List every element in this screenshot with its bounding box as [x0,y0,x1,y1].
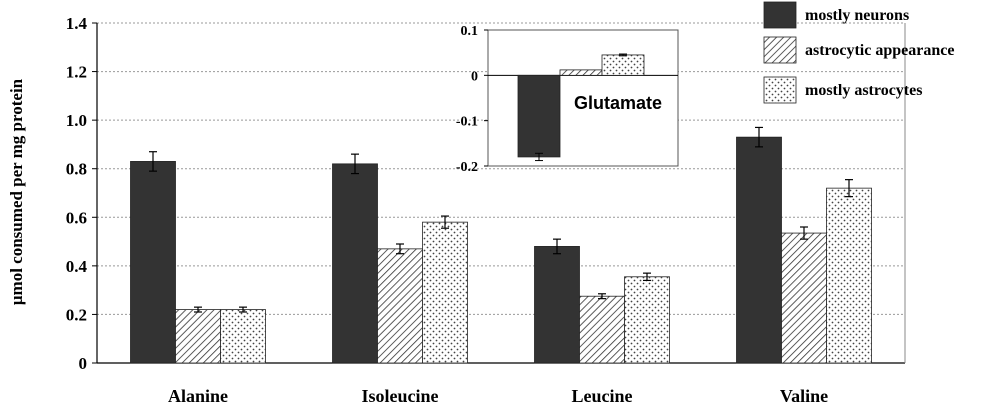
legend-label-astrocytic-appearance: astrocytic appearance [805,42,954,59]
inset-bar-mostly-astrocytes [601,54,645,76]
category-label-isoleucine: Isoleucine [361,386,438,405]
legend-swatch-mostly-neurons [763,1,797,29]
bar-mostly-neurons-isoleucine [332,163,378,364]
y-tick-label: 0.2 [66,305,87,324]
y-tick-label: 0.6 [66,208,87,227]
inset-y-tick-label: 0.1 [461,24,479,39]
inset-bar-astrocytic-appearance [559,69,603,76]
glutamate-inset: 0.1 0 -0.1 -0.2 Glutamate [456,24,679,175]
bar-mostly-astrocytes-isoleucine [422,221,468,364]
bar-mostly-neurons-alanine [130,161,176,364]
bar-astrocytic-appearance-isoleucine [377,248,423,364]
category-label-leucine: Leucine [572,386,633,405]
bar-mostly-astrocytes-leucine [624,276,670,364]
category-labels: Alanine Isoleucine Leucine Valine [168,386,828,405]
y-tick-label: 0 [79,354,88,373]
y-tick-label: 1.2 [66,63,87,82]
bar-astrocytic-appearance-alanine [175,309,221,364]
inset-y-tick-label: -0.1 [456,115,478,130]
y-tick-labels: 0 0.2 0.4 0.6 0.8 1.0 1.2 1.4 [66,14,97,373]
inset-y-tick-label: -0.2 [456,160,478,175]
bar-mostly-astrocytes-valine [826,187,872,364]
main-bars [130,126,872,364]
y-axis-title: μmol consumed per mg protein [7,78,26,305]
inset-title-glutamate: Glutamate [574,93,662,113]
y-tick-label: 1.4 [66,14,88,33]
y-tick-label: 0.4 [66,257,88,276]
bar-mostly-neurons-valine [736,136,782,364]
bar-mostly-neurons-leucine [534,246,580,364]
legend: mostly neurons astrocytic appearance mostl… [763,1,954,104]
bar-astrocytic-appearance-leucine [579,295,625,364]
bar-mostly-astrocytes-alanine [220,309,266,364]
legend-label-mostly-neurons: mostly neurons [805,7,909,24]
y-tick-label: 0.8 [66,160,87,179]
inset-bar-mostly-neurons [517,74,561,158]
inset-y-tick-label: 0 [471,69,478,84]
legend-swatch-mostly-astrocytes [763,76,797,104]
category-label-valine: Valine [780,386,828,405]
category-label-alanine: Alanine [168,386,228,405]
y-tick-label: 1.0 [66,111,87,130]
bar-astrocytic-appearance-valine [781,232,827,364]
legend-label-mostly-astrocytes: mostly astrocytes [805,82,922,99]
legend-swatch-astrocytic-appearance [763,36,797,64]
